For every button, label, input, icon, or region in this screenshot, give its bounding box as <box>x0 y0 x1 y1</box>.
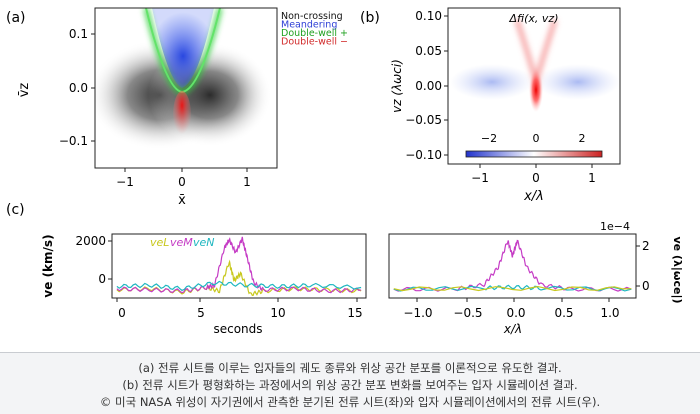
caption-line-c: © 미국 NASA 위성이 자기권에서 관측한 분기된 전류 시트(좌)와 입자… <box>99 395 601 409</box>
cbar-tick-2: 2 <box>579 132 586 145</box>
cr-xlabel: x/λ <box>503 322 522 336</box>
cl-xtick-3: 15 <box>347 306 362 320</box>
cr-xtick-2: 0.0 <box>506 306 525 320</box>
caption-line-b: (b) 전류 시트가 평형화하는 과정에서의 위상 공간 분포 변화를 보여주는… <box>122 378 578 392</box>
cr-scale: 1e−4 <box>600 220 630 233</box>
series-line-veM <box>116 236 362 294</box>
b-xtick-0: −1 <box>471 171 489 185</box>
double-well-minus-region <box>173 91 191 139</box>
a-ytick-2: −0.1 <box>59 134 88 148</box>
meandering-region <box>152 8 214 88</box>
legend-a-double-well-minus: Double-well − <box>281 37 348 48</box>
c-right-lines <box>393 239 632 292</box>
series-line-veN <box>116 280 362 292</box>
a-xtick-1: 0 <box>178 175 186 189</box>
figure: (a) Non-crossing Meandering Double-well … <box>6 7 684 336</box>
panel-b-plot <box>448 8 620 164</box>
blue-lobe-right <box>536 64 620 100</box>
cr-xtick-0: −1.0 <box>403 306 432 320</box>
panel-c-label: (c) <box>6 202 25 218</box>
panel-a-label: (a) <box>6 10 26 26</box>
cr-xtick-1: −0.5 <box>453 306 482 320</box>
cl-legend-veL: veL <box>150 236 169 249</box>
caption-line-a: (a) 전류 시트를 이루는 입자들의 궤도 종류와 위상 공간 분포를 이론적… <box>138 361 562 375</box>
a-xtick-2: 1 <box>243 175 251 189</box>
a-ytick-1: 0.0 <box>69 81 88 95</box>
legend-a-double-well-plus: Double-well + <box>281 28 348 39</box>
cr-ytick-0: 2 <box>642 239 650 253</box>
b-ytick-2: 0.00 <box>415 79 442 93</box>
b-ytick-0: 0.10 <box>415 9 442 23</box>
cl-xtick-0: 0 <box>118 306 126 320</box>
cr-xtick-3: 0.5 <box>554 306 573 320</box>
cl-xtick-1: 5 <box>197 306 205 320</box>
b-xtick-1: 0 <box>532 171 540 185</box>
b-xtick-2: 1 <box>588 171 596 185</box>
series-line-veN <box>393 284 632 292</box>
series-line-veM <box>393 239 632 292</box>
b-ytick-4: −0.10 <box>405 148 442 162</box>
colorbar <box>465 150 603 158</box>
a-xlabel: x̄ <box>178 193 186 208</box>
legend-a-meandering: Meandering <box>281 20 337 31</box>
cl-ytick-1: 0 <box>98 272 106 286</box>
cr-ytick-1: 0 <box>642 279 650 293</box>
series-line-veL <box>393 285 632 292</box>
a-xtick-0: −1 <box>116 175 134 189</box>
cl-legend-veM: veM <box>170 236 193 249</box>
cl-ytick-0: 2000 <box>75 234 106 248</box>
cr-ylabel: ve (λ|ωce|) <box>671 236 684 303</box>
b-xlabel: x/λ <box>523 189 544 204</box>
a-ytick-0: 0.1 <box>69 27 88 41</box>
b-ytick-1: 0.05 <box>415 44 442 58</box>
cl-xlabel: seconds <box>213 322 262 336</box>
series-line-veL <box>116 259 362 297</box>
figure-caption: (a) 전류 시트를 이루는 입자들의 궤도 종류와 위상 공간 분포를 이론적… <box>0 352 700 414</box>
cr-xtick-4: 1.0 <box>600 306 619 320</box>
legend-a-non-crossing: Non-crossing <box>281 11 343 22</box>
b-ylabel: vz (λωci) <box>390 59 404 113</box>
cbar-tick-0: −2 <box>481 132 497 145</box>
red-core <box>529 68 543 112</box>
cl-legend-veN: veN <box>193 236 215 249</box>
cl-xtick-2: 10 <box>270 306 285 320</box>
c-left-lines <box>116 236 362 297</box>
b-title: Δfi(x, vz) <box>508 12 558 25</box>
blue-lobe-left <box>450 64 534 100</box>
b-ytick-3: −0.05 <box>405 113 442 127</box>
cbar-tick-1: 0 <box>533 132 540 145</box>
a-ylabel: v̄z <box>17 83 32 98</box>
panel-a-plot <box>95 8 277 168</box>
panel-b-label: (b) <box>360 10 380 26</box>
cl-ylabel: ve (km/s) <box>41 234 55 297</box>
